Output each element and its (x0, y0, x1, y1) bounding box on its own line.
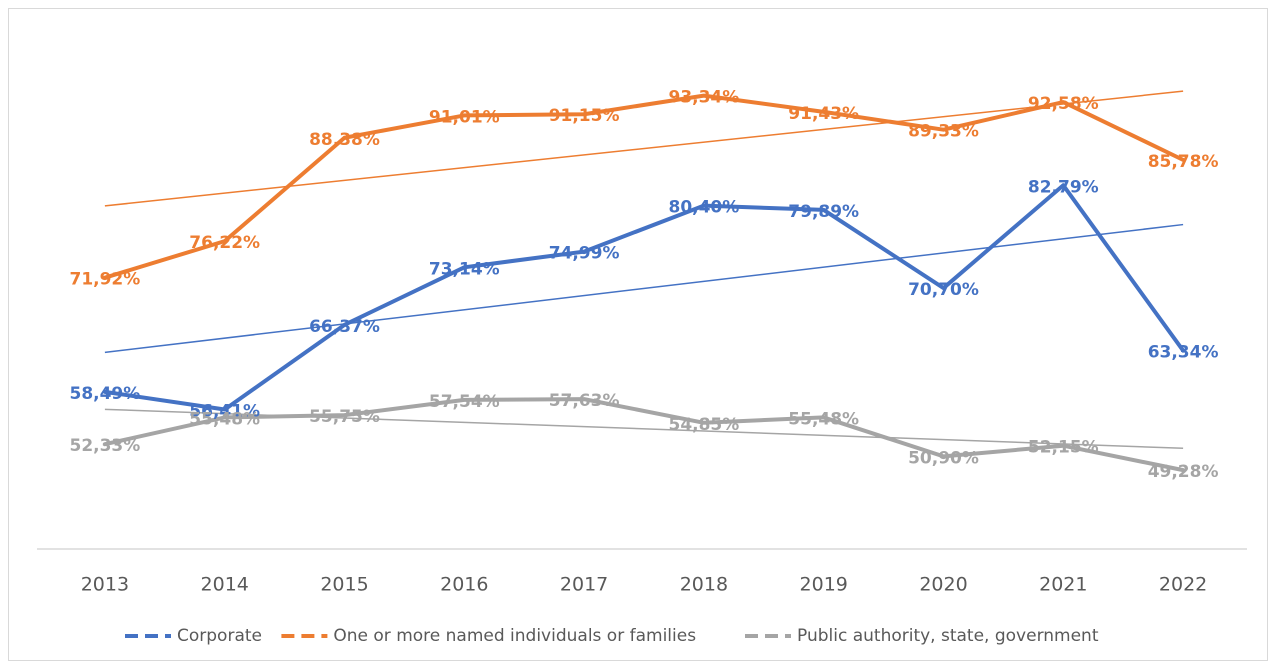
data-label: 56,41% (189, 402, 260, 422)
data-label: 89,33% (908, 122, 979, 142)
data-label: 71,92% (69, 270, 140, 290)
data-label: 52,33% (69, 436, 140, 456)
data-label: 70,70% (908, 280, 979, 300)
data-label: 85,78% (1148, 152, 1219, 172)
data-label: 91,01% (429, 107, 500, 127)
data-label: 82,79% (1028, 177, 1099, 197)
data-label: 55,48% (788, 409, 859, 429)
data-label: 49,28% (1148, 462, 1219, 482)
x-tick-label: 2015 (320, 574, 368, 596)
data-label: 92,58% (1028, 94, 1099, 114)
data-label: 58,49% (69, 384, 140, 404)
data-label: 55,75% (309, 407, 380, 427)
data-label: 57,54% (429, 392, 500, 412)
legend-label: Corporate (177, 626, 262, 646)
data-label: 50,90% (908, 448, 979, 468)
data-label: 76,22% (189, 233, 260, 253)
data-label: 93,34% (668, 88, 739, 108)
x-tick-label: 2022 (1159, 574, 1207, 596)
data-label: 57,63% (549, 391, 620, 411)
data-label: 66,37% (309, 317, 380, 337)
trendline (104, 223, 1184, 354)
series-line (102, 183, 1186, 412)
x-tick-label: 2021 (1039, 574, 1087, 596)
x-tick-label: 2020 (919, 574, 967, 596)
data-label: 91,43% (788, 104, 859, 124)
chart-border (8, 8, 1268, 661)
x-tick-label: 2016 (440, 574, 488, 596)
series-line (102, 397, 1186, 473)
data-label: 73,14% (429, 259, 500, 279)
data-label: 88,38% (309, 130, 380, 150)
trendline (104, 90, 1184, 207)
data-label: 54,85% (668, 415, 739, 435)
data-label: 55,48% (189, 409, 260, 429)
data-label: 80,40% (668, 198, 739, 218)
data-label: 91,15% (549, 106, 620, 126)
x-tick-label: 2017 (560, 574, 608, 596)
data-label: 63,34% (1148, 343, 1219, 363)
legend-label: One or more named individuals or familie… (333, 626, 696, 646)
legend-label: Public authority, state, government (797, 626, 1099, 646)
x-tick-label: 2018 (680, 574, 728, 596)
data-label: 52,15% (1028, 438, 1099, 458)
data-label: 74,99% (549, 244, 620, 264)
x-tick-label: 2019 (800, 574, 848, 596)
x-tick-label: 2014 (201, 574, 249, 596)
series-line (102, 93, 1186, 280)
data-label: 79,89% (788, 202, 859, 222)
x-tick-label: 2013 (81, 574, 129, 596)
